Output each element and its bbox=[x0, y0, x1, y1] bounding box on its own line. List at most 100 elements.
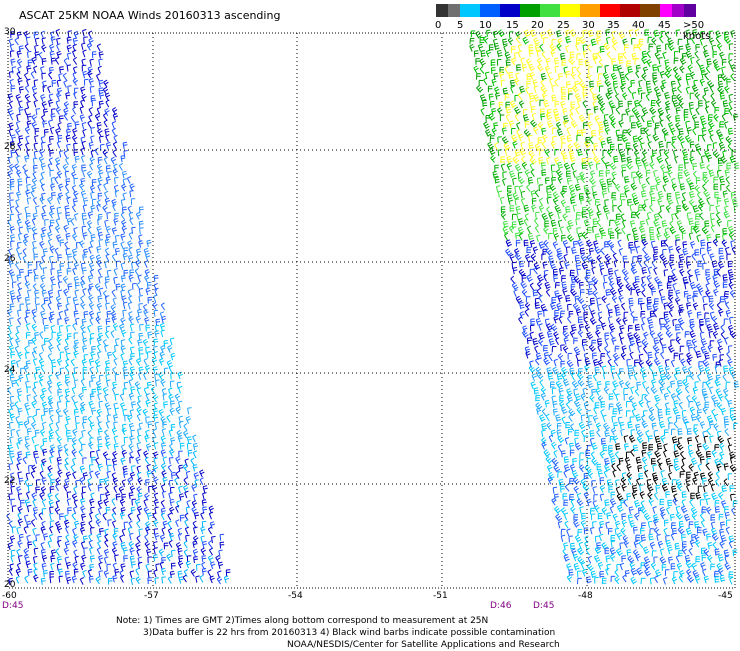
wind-barb bbox=[672, 99, 679, 108]
wind-barb bbox=[660, 434, 666, 443]
wind-barb bbox=[655, 569, 662, 578]
wind-barb bbox=[685, 120, 690, 128]
wind-barb bbox=[725, 301, 730, 310]
wind-barb bbox=[208, 540, 213, 548]
wind-barb bbox=[618, 100, 624, 108]
wind-barb bbox=[566, 225, 572, 234]
wind-barb bbox=[717, 435, 725, 444]
wind-barb bbox=[66, 325, 71, 333]
wind-barb bbox=[128, 231, 133, 240]
wind-barb bbox=[57, 469, 63, 478]
wind-barb bbox=[677, 380, 683, 388]
wind-barb bbox=[507, 197, 514, 205]
wind-barb bbox=[154, 287, 159, 296]
wind-barb bbox=[598, 58, 604, 67]
wind-barb bbox=[592, 93, 599, 102]
wind-barb bbox=[48, 157, 53, 166]
wind-barb bbox=[537, 137, 543, 144]
wind-barb bbox=[135, 456, 141, 465]
wind-barb bbox=[659, 548, 665, 556]
wind-barb bbox=[630, 386, 635, 394]
wind-barb bbox=[185, 534, 190, 542]
wind-barb bbox=[54, 176, 59, 185]
wind-barb bbox=[152, 464, 159, 473]
wind-barb bbox=[694, 221, 700, 229]
wind-barb bbox=[161, 315, 167, 324]
wind-barb bbox=[695, 44, 700, 51]
wind-barb bbox=[710, 521, 716, 530]
wind-barb bbox=[560, 86, 566, 94]
wind-barb bbox=[26, 50, 32, 58]
wind-barb bbox=[717, 430, 722, 438]
wind-barb bbox=[500, 206, 506, 213]
wind-barb bbox=[8, 344, 15, 353]
wind-barb bbox=[716, 218, 722, 227]
wind-barb bbox=[695, 213, 701, 220]
wind-barb bbox=[146, 512, 152, 520]
wind-barb bbox=[702, 528, 708, 537]
wind-barb bbox=[638, 399, 644, 408]
wind-barb bbox=[49, 255, 54, 263]
wind-barb bbox=[582, 86, 588, 94]
wind-barb bbox=[32, 233, 38, 241]
wind-barb bbox=[592, 486, 597, 494]
wind-barb bbox=[678, 520, 684, 528]
wind-barb bbox=[88, 464, 94, 472]
wind-barb bbox=[66, 430, 71, 437]
wind-barb bbox=[537, 121, 544, 130]
wind-barb bbox=[660, 351, 665, 360]
wind-barb bbox=[87, 429, 92, 438]
wind-barb bbox=[633, 540, 639, 549]
wind-barb bbox=[134, 268, 139, 276]
wind-barb bbox=[129, 532, 134, 541]
wind-barb bbox=[722, 100, 729, 108]
wind-barb bbox=[589, 170, 596, 178]
wind-barb bbox=[130, 577, 135, 586]
wind-barb bbox=[551, 170, 556, 178]
wind-barb bbox=[609, 162, 617, 171]
wind-barb bbox=[225, 569, 231, 577]
wind-barb bbox=[685, 86, 691, 95]
wind-barb bbox=[24, 499, 31, 507]
wind-barb bbox=[696, 234, 701, 243]
wind-barb bbox=[719, 92, 726, 100]
wind-barb bbox=[729, 407, 735, 415]
wind-barb bbox=[711, 527, 718, 536]
wind-barb bbox=[88, 441, 94, 450]
wind-barb bbox=[634, 499, 641, 508]
wind-barb bbox=[710, 514, 716, 521]
wind-barb bbox=[175, 406, 181, 415]
wind-barb bbox=[592, 53, 598, 60]
wind-barb bbox=[58, 183, 64, 192]
wind-barb bbox=[631, 171, 636, 179]
wind-barb bbox=[713, 268, 719, 276]
wind-barb bbox=[561, 366, 568, 375]
wind-barb bbox=[147, 296, 153, 304]
wind-barb bbox=[599, 267, 605, 276]
wind-barb bbox=[16, 526, 21, 535]
wind-barb bbox=[123, 436, 129, 444]
wind-barb bbox=[552, 127, 557, 135]
wind-barb bbox=[523, 239, 529, 247]
wind-barb bbox=[24, 352, 30, 360]
wind-barb bbox=[633, 149, 640, 158]
wind-barb bbox=[569, 442, 575, 450]
wind-barb bbox=[704, 312, 710, 319]
wind-barb bbox=[8, 520, 13, 529]
wind-barb bbox=[552, 241, 559, 249]
wind-barb bbox=[524, 121, 530, 128]
wind-barb bbox=[724, 107, 730, 115]
wind-barb bbox=[574, 534, 582, 543]
wind-barb bbox=[70, 358, 75, 367]
wind-barb bbox=[113, 435, 119, 444]
wind-barb bbox=[24, 84, 30, 93]
wind-barb bbox=[585, 269, 591, 277]
wind-barb bbox=[623, 184, 630, 193]
wind-barb bbox=[162, 520, 168, 529]
wind-barb bbox=[62, 275, 69, 284]
wind-barb bbox=[48, 344, 54, 353]
wind-barb bbox=[550, 323, 558, 332]
wind-barb bbox=[616, 532, 623, 541]
wind-barb bbox=[683, 156, 689, 164]
wind-barb bbox=[182, 574, 187, 583]
